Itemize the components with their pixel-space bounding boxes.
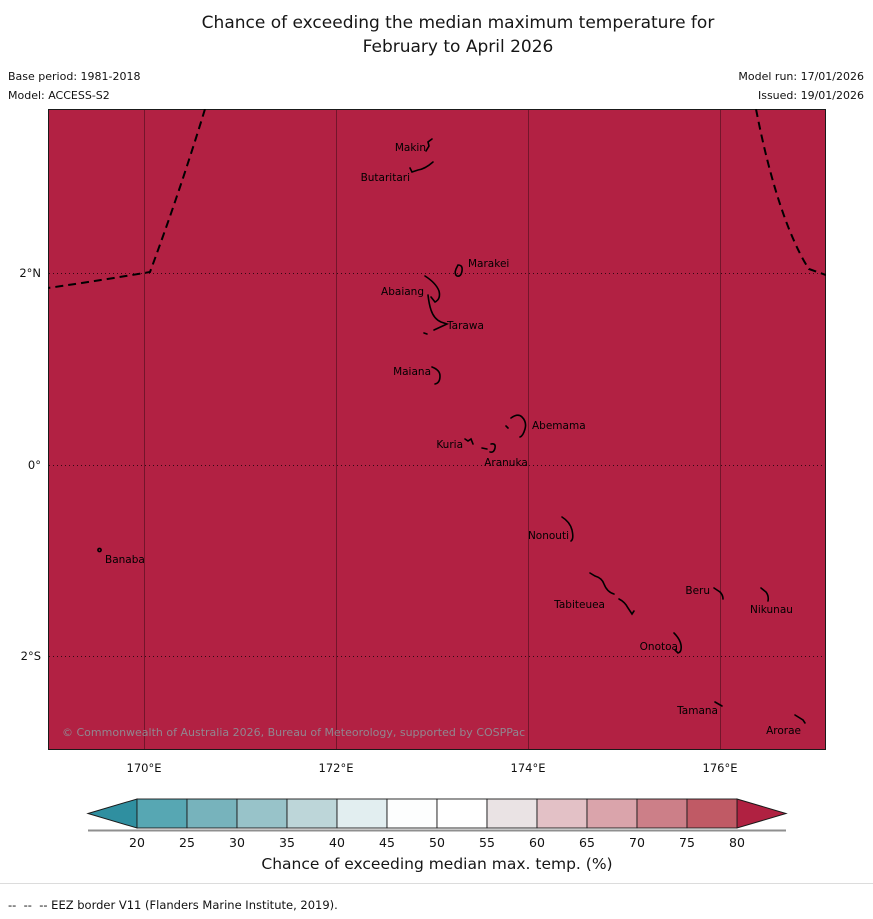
xtick-170E: 170°E [126,761,162,775]
xtick-174E: 174°E [510,761,546,775]
island-label-onotoa: Onotoa [640,641,678,653]
island-aranuka [481,443,496,453]
island-makin [425,138,433,152]
model-text: Model: ACCESS-S2 [8,88,110,102]
colorbar-tick: 35 [279,835,295,850]
meridian-gridlines [144,110,721,749]
colorbar-tick: 65 [579,835,595,850]
colorbar-tick: 20 [129,835,145,850]
map-canvas: Makin Butaritari Marakei Abaiang Tarawa … [48,109,826,750]
island-beru [713,587,724,600]
colorbar-segments [136,798,738,829]
colorbar-label: Chance of exceeding median max. temp. (%… [261,855,613,873]
map-background [48,109,826,750]
colorbar-tick: 55 [479,835,495,850]
xtick-172E: 172°E [318,761,354,775]
colorbar-tick: 80 [729,835,745,850]
colorbar-segment [636,798,688,829]
island-label-abemama: Abemama [532,420,586,432]
island-tamana [714,701,723,707]
model-metadata-right: Model run: 17/01/2026 Issued: 19/01/2026 [738,68,864,105]
island-label-abaiang: Abaiang [381,286,424,298]
colorbar-segment [336,798,388,829]
page-title: Chance of exceeding the median maximum t… [202,12,715,59]
colorbar-tick: 70 [629,835,645,850]
xtick-176E: 176°E [702,761,738,775]
eez-border-west [48,109,206,289]
colorbar-tick: 45 [379,835,395,850]
eez-border-east [755,109,826,276]
island-kuria [464,437,474,445]
eez-footnote: -- -- -- EEZ border V11 (Flanders Marine… [8,898,338,912]
footer-separator [0,883,873,884]
title-line-1: Chance of exceeding the median maximum t… [201,13,715,33]
island-label-tamana: Tamana [676,705,718,717]
ytick-2N: 2°N [19,266,41,280]
island-label-tarawa: Tarawa [446,320,484,332]
island-arorae [794,714,806,724]
island-label-kuria: Kuria [436,439,463,451]
colorbar-segment [386,798,438,829]
island-marakei [454,264,463,277]
island-label-beru: Beru [685,585,710,597]
base-period-text: Base period: 1981-2018 [8,70,141,83]
island-label-nonouti: Nonouti [528,530,569,542]
island-label-nikunau: Nikunau [750,604,793,616]
colorbar-segment [136,798,188,829]
island-abaiang [424,275,441,304]
island-nikunau [760,587,770,602]
colorbar-tick: 30 [229,835,245,850]
island-label-makin: Makin [395,142,426,154]
colorbar-segment [186,798,238,829]
model-metadata-left: Base period: 1981-2018 Model: ACCESS-S2 [8,68,140,105]
island-tabiteuea [589,572,635,616]
island-banaba [97,547,102,553]
colorbar-segment [436,798,488,829]
colorbar-tick: 75 [679,835,695,850]
title-line-2: February to April 2026 [362,36,554,57]
island-label-arorae: Arorae [766,725,801,737]
colorbar: 20 25 30 35 40 45 50 55 60 65 70 75 80 [86,798,788,850]
island-onotoa [673,632,682,654]
colorbar-segment [586,798,638,829]
parallel-gridlines [49,273,825,657]
colorbar-segment [536,798,588,829]
colorbar-segment [236,798,288,829]
island-label-marakei: Marakei [468,258,509,270]
island-label-aranuka: Aranuka [484,457,528,469]
island-labels: Makin Butaritari Marakei Abaiang Tarawa … [105,142,801,737]
colorbar-tick: 25 [179,835,195,850]
island-label-banaba: Banaba [105,554,145,566]
island-abemama [505,414,527,438]
island-label-tabiteuea: Tabiteuea [553,599,605,611]
colorbar-tick: 60 [529,835,545,850]
island-maiana [431,366,441,385]
colorbar-segment [286,798,338,829]
ytick-0: 0° [27,458,41,472]
colorbar-arrow-left [86,798,138,829]
island-label-butaritari: Butaritari [361,172,410,184]
island-tarawa [423,294,450,335]
island-shapes [97,138,806,724]
colorbar-arrow-right [736,798,788,829]
copyright-text: © Commonwealth of Australia 2026, Bureau… [62,726,525,739]
ytick-2S: 2°S [20,649,41,663]
eez-borders [48,109,826,289]
island-butaritari [409,161,434,173]
model-run-text: Model run: 17/01/2026 [738,70,864,83]
colorbar-tick: 40 [329,835,345,850]
colorbar-segment [686,798,738,829]
colorbar-tick: 50 [429,835,445,850]
issued-text: Issued: 19/01/2026 [757,88,864,102]
island-nonouti [561,516,574,542]
island-label-maiana: Maiana [393,366,431,378]
colorbar-segment [486,798,538,829]
colorbar-tick-labels: 20 25 30 35 40 45 50 55 60 65 70 75 80 [129,835,745,850]
